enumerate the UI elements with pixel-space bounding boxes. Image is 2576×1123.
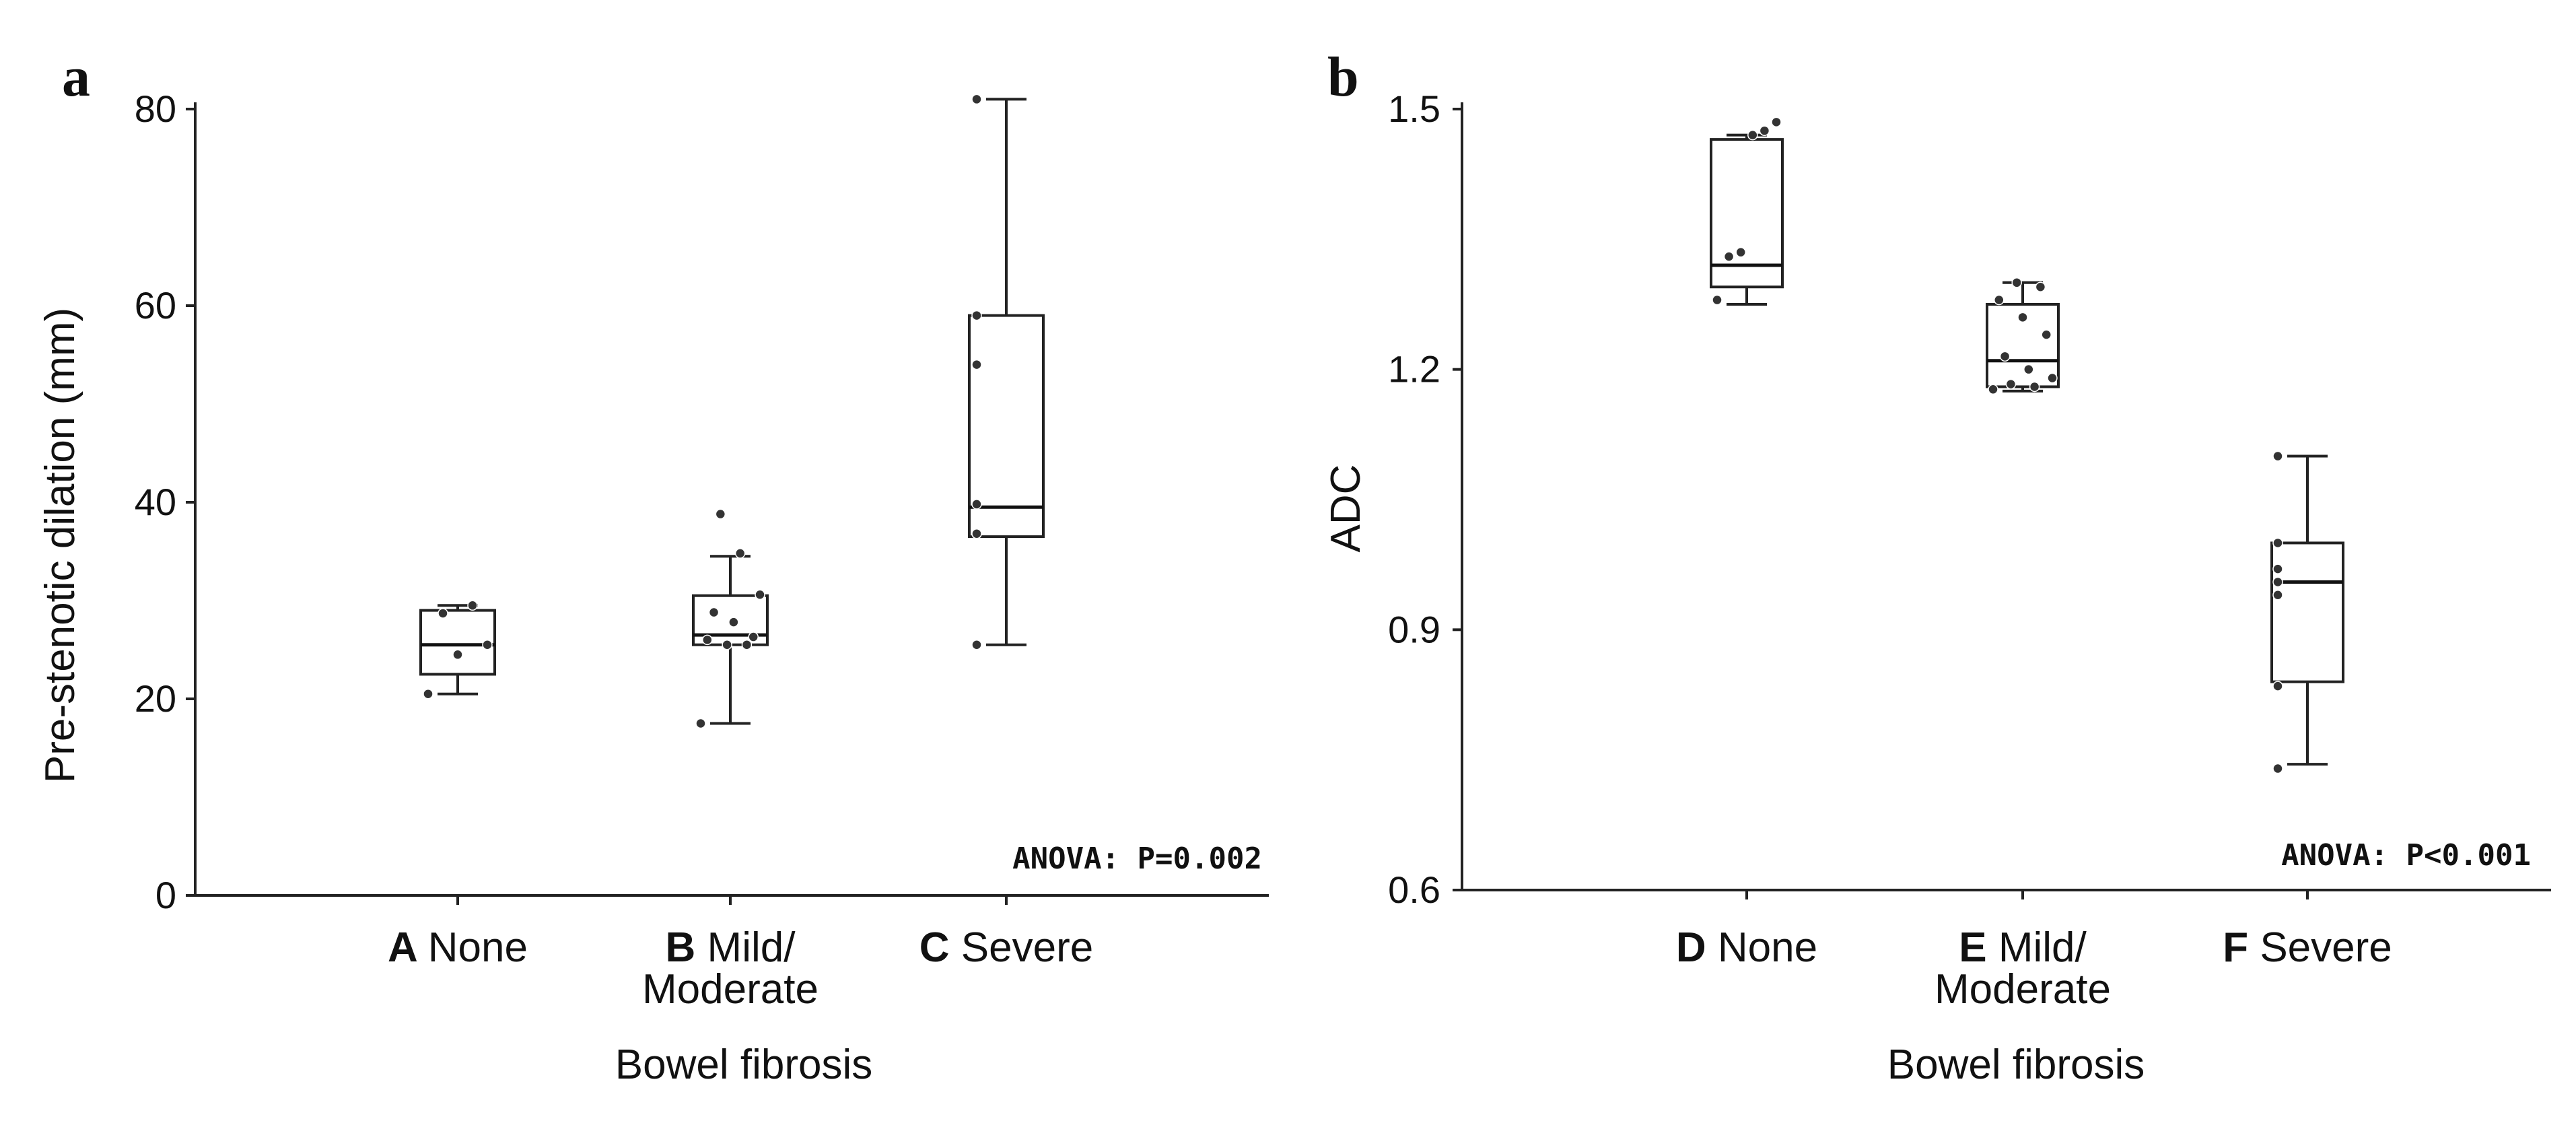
panel-a: a Pre-stenotic dilation (mm) Bowel fibro… <box>37 46 1269 1088</box>
data-point <box>2272 576 2283 588</box>
panel-b-anova-annotation: ANOVA: P<0.001 <box>2281 838 2531 873</box>
data-point <box>438 608 448 619</box>
panel-b: b ADC Bowel fibrosis ANOVA: P<0.001 0.6 0… <box>1323 46 2551 1088</box>
data-point <box>702 634 713 646</box>
panel-a-x-axis-label: Bowel fibrosis <box>615 1042 872 1088</box>
data-point <box>971 310 982 321</box>
x-category-label: D None <box>1676 924 1817 971</box>
data-point <box>708 607 720 618</box>
box-iqr <box>1710 138 1784 289</box>
y-tick-label: 20 <box>135 677 176 720</box>
data-point <box>971 528 982 539</box>
data-point <box>423 688 433 700</box>
y-tick-label: 1.5 <box>1388 88 1440 130</box>
data-point <box>1712 294 1722 306</box>
data-point <box>2272 450 2283 462</box>
data-point <box>2272 681 2283 691</box>
panel-b-x-axis-label: Bowel fibrosis <box>1887 1042 2145 1088</box>
category-code: D <box>1676 924 1718 971</box>
category-code: F <box>2223 924 2260 971</box>
data-point <box>971 94 982 105</box>
category-name: None <box>428 924 528 971</box>
data-point <box>971 639 982 650</box>
data-point <box>2023 364 2034 375</box>
data-point <box>722 639 732 650</box>
y-tick-label: 0.9 <box>1388 608 1440 650</box>
data-point <box>452 649 463 660</box>
data-point <box>748 632 759 642</box>
box-iqr <box>419 609 496 676</box>
data-point <box>728 617 739 627</box>
panel-b-letter: b <box>1327 46 1359 108</box>
data-point <box>971 359 982 370</box>
data-point <box>482 639 493 650</box>
panel-a-anova-annotation: ANOVA: P=0.002 <box>1012 842 1262 876</box>
data-point <box>2005 378 2017 390</box>
category-name: Severe <box>961 924 1093 971</box>
x-category-label: F Severe <box>2223 924 2392 971</box>
data-point <box>755 589 765 600</box>
data-point <box>2011 277 2022 288</box>
category-name: Mild/ <box>1998 924 2087 971</box>
panel-a-y-axis-label: Pre-stenotic dilation (mm) <box>37 308 83 783</box>
y-tick-label: 60 <box>135 284 176 327</box>
box-iqr <box>968 314 1045 539</box>
data-point <box>715 508 726 520</box>
x-category-label: Moderate <box>642 966 819 1013</box>
data-point <box>2272 763 2283 774</box>
data-point <box>741 639 753 650</box>
x-category-label: C Severe <box>919 924 1093 971</box>
data-point <box>2017 312 2028 323</box>
data-point <box>971 499 982 510</box>
data-point <box>2272 537 2283 549</box>
data-point <box>695 718 706 729</box>
data-point <box>2035 281 2046 292</box>
category-code: E <box>1959 924 1998 971</box>
category-name: None <box>1718 924 1817 971</box>
y-tick-label: 1.2 <box>1388 348 1440 390</box>
box-iqr <box>2270 541 2344 683</box>
x-category-label: A None <box>388 924 528 971</box>
data-point <box>1723 251 1735 262</box>
data-point <box>1747 129 1758 141</box>
data-point <box>734 548 746 559</box>
x-category-label: E Mild/ <box>1959 924 2087 971</box>
data-point <box>2047 372 2058 384</box>
panel-b-y-axis-label: ADC <box>1323 465 1369 553</box>
data-point <box>2029 381 2040 393</box>
data-point <box>1994 294 2005 306</box>
y-tick-label: 0 <box>155 874 176 916</box>
panel-a-letter: a <box>62 46 90 108</box>
data-point <box>1735 246 1746 258</box>
y-tick-label: 40 <box>135 481 176 523</box>
category-code: A <box>388 924 428 971</box>
data-point <box>2041 329 2052 340</box>
y-tick-label: 0.6 <box>1388 869 1440 911</box>
data-point <box>1771 116 1782 128</box>
data-point <box>2272 564 2283 574</box>
category-name: Mild/ <box>707 924 796 971</box>
x-category-label: B Mild/ <box>666 924 796 971</box>
data-point <box>467 600 478 611</box>
data-point <box>1999 351 2011 362</box>
category-name: Severe <box>2260 924 2392 971</box>
data-point <box>2272 590 2283 601</box>
data-point <box>1988 384 1998 395</box>
category-code: B <box>666 924 707 971</box>
y-tick-label: 80 <box>135 88 176 130</box>
x-category-label: Moderate <box>1935 966 2111 1013</box>
category-code: C <box>919 924 961 971</box>
data-point <box>1759 125 1770 136</box>
